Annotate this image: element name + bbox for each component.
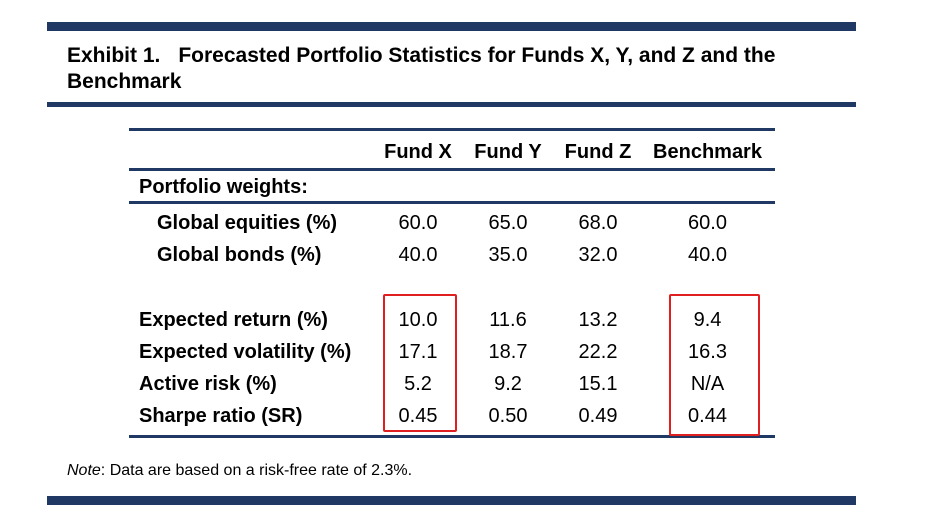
table-cell: 11.6 xyxy=(489,309,527,331)
table-cell: 15.1 xyxy=(578,373,618,395)
table-cell: 16.3 xyxy=(688,341,727,363)
column-header-benchmark: Benchmark xyxy=(653,141,762,163)
row-label-sharpe-ratio: Sharpe ratio (SR) xyxy=(139,405,303,427)
row-label-global-equities: Global equities (%) xyxy=(157,212,338,234)
column-header-fund-y: Fund Y xyxy=(474,141,542,163)
table-cell: 35.0 xyxy=(488,244,528,266)
row-label-expected-volatility: Expected volatility (%) xyxy=(139,341,352,363)
table-cell: 60.0 xyxy=(688,212,727,234)
table-cell: 5.2 xyxy=(404,373,432,395)
table-cell: 32.0 xyxy=(578,244,618,266)
table-cell: 0.44 xyxy=(688,405,727,427)
table-cell: 18.7 xyxy=(488,341,528,363)
table-cell: 0.45 xyxy=(398,405,438,427)
row-label-global-bonds: Global bonds (%) xyxy=(157,244,322,266)
table-cell: 9.2 xyxy=(494,373,522,395)
table-cell: 60.0 xyxy=(398,212,438,234)
section-label: Portfolio weights: xyxy=(139,176,308,198)
table-cell: 10.0 xyxy=(398,309,438,331)
table-cell: N/A xyxy=(690,373,725,395)
table-bottom-rule xyxy=(129,435,775,438)
benchmark-highlight-box xyxy=(669,294,760,436)
fund-x-highlight-box xyxy=(383,294,457,432)
bottom-rule xyxy=(47,496,856,505)
row-label-expected-return: Expected return (%) xyxy=(139,309,328,331)
column-header-fund-z: Fund Z xyxy=(564,141,632,163)
note-label: Note xyxy=(67,462,101,479)
column-header-fund-x: Fund X xyxy=(384,141,452,163)
exhibit-number: Exhibit 1. xyxy=(67,44,161,67)
table-note: Note: Data are based on a risk-free rate… xyxy=(67,461,412,481)
title-rule xyxy=(47,102,856,107)
table-cell: 65.0 xyxy=(488,212,528,234)
table-cell: 68.0 xyxy=(578,212,618,234)
table-cell: 40.0 xyxy=(398,244,438,266)
table-cell: 0.50 xyxy=(488,405,528,427)
note-text: : Data are based on a risk-free rate of … xyxy=(100,462,413,479)
header-rule xyxy=(129,168,775,171)
table-top-rule xyxy=(129,128,775,131)
table-cell: 22.2 xyxy=(578,341,618,363)
exhibit-title-text: Forecasted Portfolio Statistics for Fund… xyxy=(67,44,776,93)
top-rule xyxy=(47,22,856,31)
table-cell: 9.4 xyxy=(693,309,722,331)
table-cell: 17.1 xyxy=(398,341,438,363)
section-rule xyxy=(129,201,775,204)
table-cell: 0.49 xyxy=(578,405,618,427)
table-cell: 13.2 xyxy=(578,309,618,331)
row-label-active-risk: Active risk (%) xyxy=(139,373,277,395)
table-cell: 40.0 xyxy=(688,244,727,266)
exhibit-title: Exhibit 1. Forecasted Portfolio Statistic… xyxy=(67,43,847,95)
